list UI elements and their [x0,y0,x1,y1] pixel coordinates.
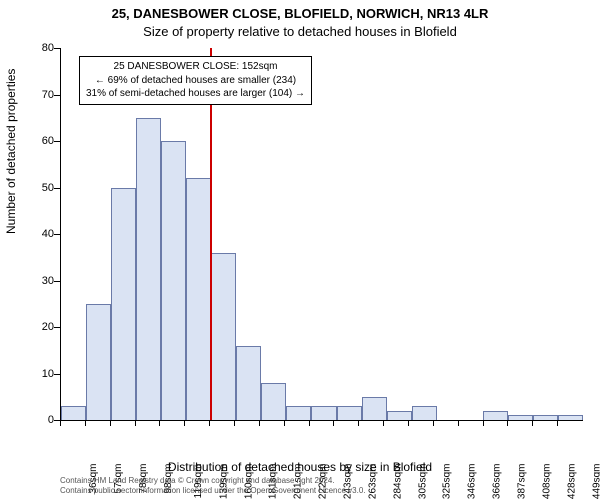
x-tick [532,420,533,426]
y-tick [54,188,60,189]
bar [136,118,161,420]
bar [261,383,286,420]
y-tick [54,327,60,328]
x-tick [333,420,334,426]
x-tick [433,420,434,426]
bar [387,411,412,420]
x-tick [184,420,185,426]
y-tick [54,281,60,282]
bar [236,346,261,420]
x-tick [159,420,160,426]
x-tick [408,420,409,426]
annotation-line-2: ← 69% of detached houses are smaller (23… [86,74,305,88]
y-tick [54,141,60,142]
x-tick [507,420,508,426]
annotation-line-3: 31% of semi-detached houses are larger (… [86,87,305,101]
y-tick-label: 50 [14,182,54,194]
bar [211,253,236,420]
y-tick-label: 60 [14,135,54,147]
x-tick [483,420,484,426]
x-tick [259,420,260,426]
footer-line-2: Contains public sector information licen… [60,486,582,496]
y-tick [54,234,60,235]
x-tick [135,420,136,426]
x-tick [60,420,61,426]
bar [311,406,336,420]
annotation-box: 25 DANESBOWER CLOSE: 152sqm ← 69% of det… [79,56,312,105]
bar [286,406,311,420]
footer-credits: Contains HM Land Registry data © Crown c… [60,476,582,495]
x-tick [234,420,235,426]
chart-title-address: 25, DANESBOWER CLOSE, BLOFIELD, NORWICH,… [0,6,600,21]
bar [558,415,583,420]
y-tick [54,95,60,96]
x-tick [309,420,310,426]
bar [533,415,558,420]
x-axis-label: Distribution of detached houses by size … [0,460,600,474]
x-tick [85,420,86,426]
y-tick-label: 0 [14,414,54,426]
x-tick [557,420,558,426]
bar [412,406,437,420]
bar [186,178,211,420]
chart-container: 25, DANESBOWER CLOSE, BLOFIELD, NORWICH,… [0,0,600,500]
y-tick [54,374,60,375]
x-tick [209,420,210,426]
bar [337,406,362,420]
y-tick-label: 10 [14,368,54,380]
chart-title-sub: Size of property relative to detached ho… [0,24,600,39]
y-tick [54,48,60,49]
plot-area: 25 DANESBOWER CLOSE: 152sqm ← 69% of det… [60,48,583,421]
bar [111,188,136,421]
y-tick-label: 70 [14,89,54,101]
x-tick [383,420,384,426]
bar [483,411,508,420]
x-tick [110,420,111,426]
y-tick-label: 40 [14,228,54,240]
bar [161,141,186,420]
y-tick-label: 80 [14,42,54,54]
bar [362,397,387,420]
annotation-line-1: 25 DANESBOWER CLOSE: 152sqm [86,60,305,74]
x-tick [358,420,359,426]
x-tick [458,420,459,426]
bar [61,406,86,420]
x-tick [284,420,285,426]
y-tick-label: 20 [14,321,54,333]
bar [86,304,111,420]
footer-line-1: Contains HM Land Registry data © Crown c… [60,476,582,486]
y-tick-label: 30 [14,275,54,287]
bar [508,415,533,420]
